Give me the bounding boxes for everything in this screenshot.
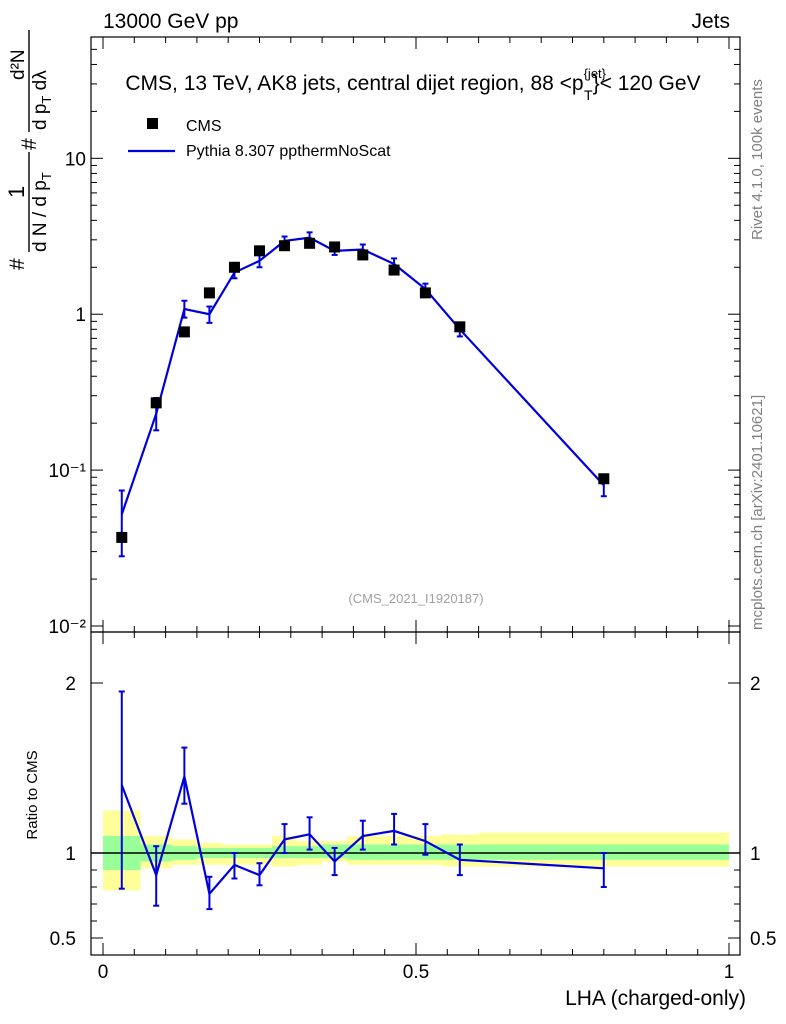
y-tick-label-right: 1 <box>750 844 761 865</box>
cms-data-point <box>419 287 431 299</box>
legend-marker-cms <box>147 118 158 129</box>
x-tick-label: 0 <box>98 962 109 983</box>
main-y-label: # 1 d N / d pT # d²N d pT dλ <box>4 30 54 270</box>
cms-data-point <box>598 473 610 485</box>
main-axes: 10⁻² 10⁻¹ 1 10 <box>49 36 740 638</box>
rivet-label: Rivet 4.1.0, 100k events <box>749 79 766 240</box>
uncertainty-band-inner <box>347 844 379 860</box>
y-tick-label-right: 0.5 <box>750 929 776 950</box>
x-axis-label: LHA (charged-only) <box>565 987 746 1010</box>
legend: CMS Pythia 8.307 ppthermNoScat <box>128 118 391 160</box>
x-tick-label: 0.5 <box>403 962 429 983</box>
cms-data-point <box>304 237 316 249</box>
ratio-line <box>120 776 604 897</box>
cms-data-point <box>150 397 162 409</box>
cms-data-point <box>116 531 128 543</box>
uncertainty-band-inner <box>297 846 323 859</box>
svg-text:#: # <box>18 138 41 150</box>
cms-data-point <box>228 261 240 273</box>
svg-text:d²N: d²N <box>8 49 29 80</box>
x-tick-label: 1 <box>724 962 735 983</box>
pythia-line <box>120 236 605 515</box>
svg-text:#: # <box>6 258 29 270</box>
cms-data-point <box>203 287 215 299</box>
header-right: Jets <box>691 10 730 33</box>
y-tick-label: 1 <box>75 305 86 326</box>
svg-text:d N / d pT: d N / d pT <box>30 172 54 252</box>
header-left: 13000 GeV pp <box>103 10 238 33</box>
svg-text:1: 1 <box>4 186 29 198</box>
cms-data-point <box>254 245 265 257</box>
legend-label-cms: CMS <box>186 118 222 135</box>
svg-text:d pT dλ: d pT dλ <box>30 70 54 130</box>
y-tick-label: 0.5 <box>50 929 76 950</box>
ratio-frame <box>90 631 741 956</box>
cms-data-point <box>357 249 369 261</box>
cms-data-point <box>279 240 291 252</box>
y-tick-label: 1 <box>65 844 76 865</box>
legend-label-pythia: Pythia 8.307 ppthermNoScat <box>186 143 391 160</box>
y-tick-label: 10 <box>65 149 86 170</box>
cms-data-point <box>388 264 400 276</box>
ratio-axes: 0.5 0.5 1 1 2 2 0 0.5 1 <box>50 632 776 983</box>
y-tick-label-right: 2 <box>750 674 761 695</box>
mcplots-label: mcplots.cern.ch [arXiv:2401.10621] <box>749 395 766 630</box>
ratio-y-label: Ratio to CMS <box>24 750 41 839</box>
ratio-bands <box>103 810 729 891</box>
cms-data-point <box>454 321 466 333</box>
y-tick-label: 10⁻¹ <box>49 461 87 482</box>
cms-data-point <box>178 326 190 338</box>
y-tick-label: 10⁻² <box>49 617 87 638</box>
y-tick-label: 2 <box>65 674 76 695</box>
watermark: (CMS_2021_I1920187) <box>348 591 483 606</box>
main-series <box>116 231 610 558</box>
cms-data-point <box>329 241 341 253</box>
uncertainty-band-inner <box>378 844 410 860</box>
ratio-series <box>118 690 607 911</box>
main-title: CMS, 13 TeV, AK8 jets, central dijet reg… <box>125 66 700 103</box>
